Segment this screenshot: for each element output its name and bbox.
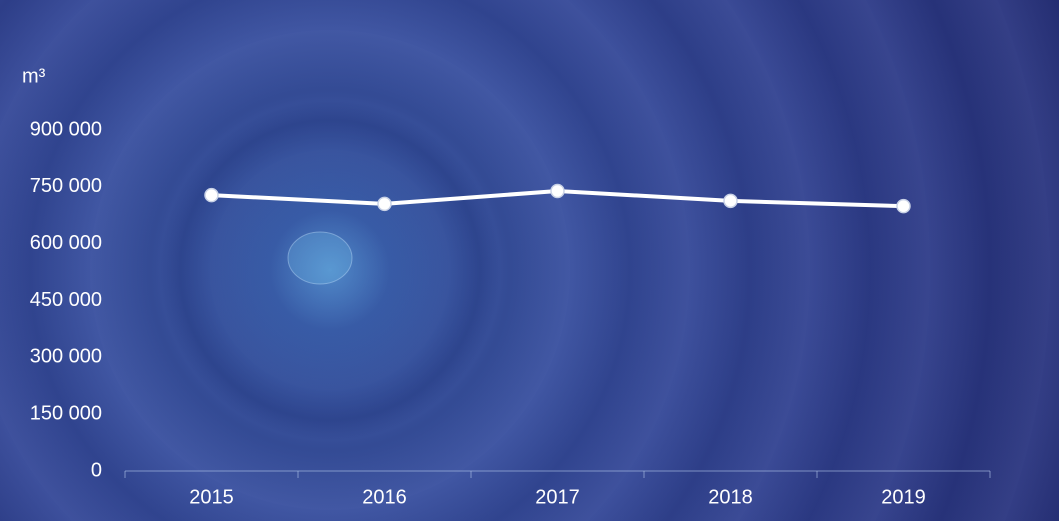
marker (204, 187, 219, 203)
x-tick-label: 2015 (189, 486, 234, 508)
x-tick-label: 2017 (535, 486, 580, 508)
y-tick-label: 0 (91, 459, 102, 481)
y-tick-label: 750 000 (30, 175, 102, 197)
y-tick-label: 150 000 (30, 402, 102, 424)
x-tick-label: 2018 (708, 486, 753, 508)
y-tick-label: 300 000 (30, 346, 102, 368)
unit-label: m³ (22, 65, 46, 87)
y-tick-label: 450 000 (30, 289, 102, 311)
x-tick-label: 2019 (881, 486, 926, 508)
marker (723, 193, 738, 209)
marker (377, 196, 392, 212)
y-tick-label: 600 000 (30, 232, 102, 254)
y-tick-label: 900 000 (30, 118, 102, 140)
marker (550, 183, 565, 199)
marker (896, 198, 911, 214)
droplet (287, 231, 353, 285)
x-tick-label: 2016 (362, 486, 407, 508)
